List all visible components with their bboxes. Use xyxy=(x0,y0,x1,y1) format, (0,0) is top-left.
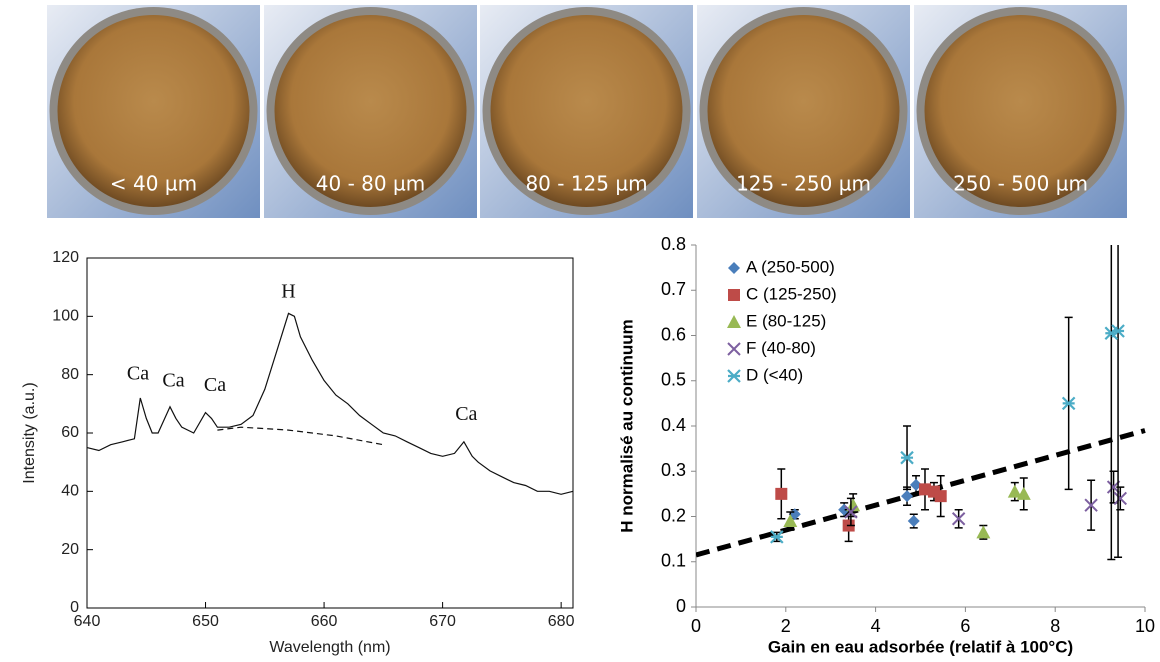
x-tick-label: 660 xyxy=(311,613,338,630)
legend-label: E (80-125) xyxy=(746,311,826,330)
point xyxy=(846,498,861,512)
x-tick-label: 6 xyxy=(960,616,970,636)
y-tick-label: 0.2 xyxy=(661,505,686,525)
photo-label: 80 - 125 µm xyxy=(525,172,647,196)
y-tick-label: 0 xyxy=(70,599,79,616)
annotation: Ca xyxy=(204,374,226,396)
point xyxy=(900,450,914,465)
dish xyxy=(57,15,250,207)
photo-label: 250 - 500 µm xyxy=(953,172,1088,196)
x-tick-label: 670 xyxy=(429,613,456,630)
point xyxy=(1084,498,1098,512)
point xyxy=(907,515,920,528)
y-tick-label: 0.4 xyxy=(661,415,686,435)
dish xyxy=(924,15,1117,207)
point xyxy=(934,490,947,503)
point xyxy=(1113,491,1128,506)
x-tick-label: 640 xyxy=(74,613,101,630)
x-tick-label: 8 xyxy=(1050,616,1060,636)
point xyxy=(838,503,851,516)
y-tick-label: 0 xyxy=(676,596,686,616)
legend-marker xyxy=(728,262,740,274)
dish xyxy=(490,15,683,207)
plot-frame xyxy=(86,257,574,609)
photo-label: 40 - 80 µm xyxy=(316,172,425,196)
legend-label: A (250-500) xyxy=(746,257,835,276)
photo-label: < 40 µm xyxy=(110,172,197,196)
point xyxy=(1111,324,1125,338)
y-tick-label: 0.3 xyxy=(661,460,686,480)
y-tick-label: 0.5 xyxy=(661,370,686,390)
point xyxy=(775,487,788,500)
y-tick-label: 40 xyxy=(61,483,79,500)
point xyxy=(901,490,914,503)
x-tick-label: 680 xyxy=(548,613,575,630)
plot-area xyxy=(696,245,1146,561)
y-tick-label: 0.6 xyxy=(661,324,686,344)
annotation: Ca xyxy=(162,370,184,392)
x-tick-label: 0 xyxy=(691,616,701,636)
point xyxy=(1016,486,1031,500)
point xyxy=(976,525,991,539)
point xyxy=(951,512,966,526)
dish xyxy=(707,15,900,207)
dish xyxy=(274,15,467,207)
x-axis-label: Gain en eau adsorbée (relatif à 100°C) xyxy=(768,637,1073,656)
y-axis-label: H normalisé au continuum xyxy=(617,319,636,532)
y-tick-label: 100 xyxy=(52,308,79,325)
x-tick-label: 650 xyxy=(192,613,219,630)
x-axis-label: Wavelength (nm) xyxy=(269,639,390,656)
point xyxy=(783,514,798,528)
x-tick-label: 4 xyxy=(871,616,881,636)
legend-marker xyxy=(727,315,741,328)
legend-label: D (<40) xyxy=(746,365,803,384)
y-tick-label: 80 xyxy=(61,366,79,383)
x-tick-label: 2 xyxy=(781,616,791,636)
point xyxy=(770,530,784,544)
legend-label: F (40-80) xyxy=(746,338,816,357)
spectrum-line xyxy=(217,426,384,446)
y-axis-label: Intensity (a.u.) xyxy=(21,382,38,483)
legend-marker xyxy=(728,289,740,301)
spectrum-line xyxy=(86,312,574,495)
point xyxy=(1007,484,1022,498)
y-tick-label: 0.7 xyxy=(661,279,686,299)
y-tick-label: 0.8 xyxy=(661,234,686,254)
legend-marker xyxy=(727,342,741,356)
x-tick-label: 10 xyxy=(1135,616,1155,636)
annotation: Ca xyxy=(127,362,149,384)
photo-label: 125 - 250 µm xyxy=(736,172,871,196)
y-tick-label: 0.1 xyxy=(661,551,686,571)
legend-marker xyxy=(727,369,741,383)
annotation: H xyxy=(281,281,295,303)
legend-label: C (125-250) xyxy=(746,284,837,303)
point xyxy=(1061,396,1076,411)
y-tick-label: 120 xyxy=(52,249,79,266)
y-tick-label: 20 xyxy=(61,541,79,558)
y-tick-label: 60 xyxy=(61,424,79,441)
point xyxy=(844,505,858,519)
annotation: Ca xyxy=(455,403,477,425)
